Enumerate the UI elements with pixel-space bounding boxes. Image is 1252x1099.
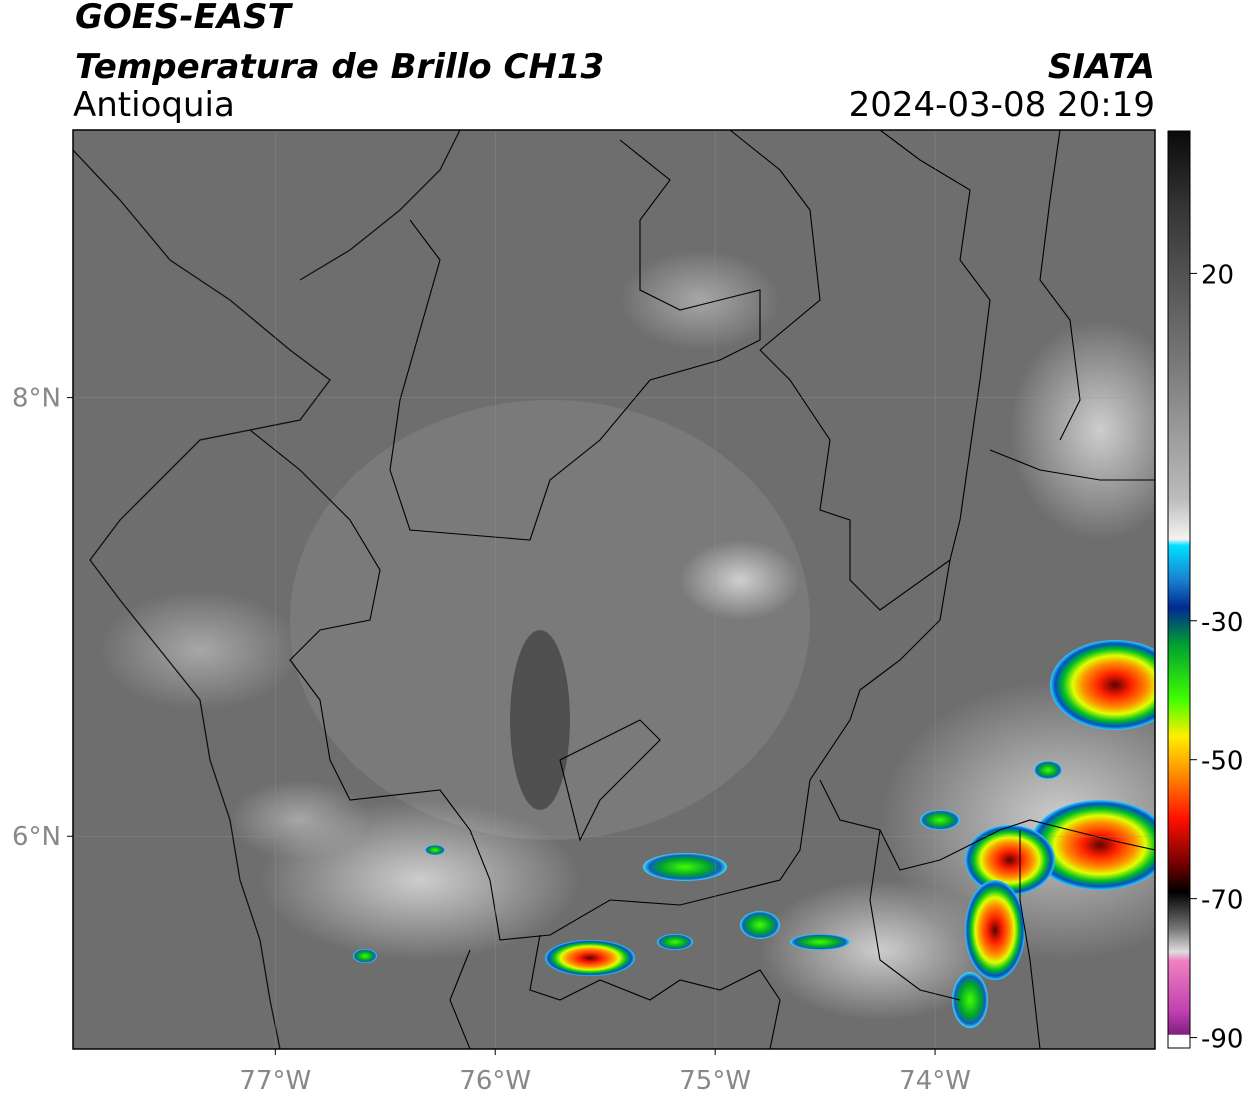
colorbar-tick-label: 20 bbox=[1201, 260, 1234, 290]
x-tick-label: 75°W bbox=[679, 1066, 751, 1096]
graticule bbox=[73, 130, 1155, 1049]
y-tick-label: 8°N bbox=[12, 384, 61, 414]
colorbar-tick-label: -50 bbox=[1201, 747, 1243, 777]
colorbar-tick-label: -70 bbox=[1201, 886, 1243, 916]
map-image bbox=[73, 130, 1155, 1049]
title: GOES-EAST bbox=[75, 0, 294, 37]
colorbar-tick-label: -90 bbox=[1201, 1025, 1243, 1055]
x-tick-label: 77°W bbox=[239, 1066, 311, 1096]
source: SIATA bbox=[1048, 47, 1155, 87]
colorbar-tick-label: -30 bbox=[1201, 608, 1243, 638]
colorbar bbox=[1167, 130, 1191, 1049]
subtitle: Temperatura de Brillo CH13 bbox=[75, 47, 604, 87]
map-frame bbox=[72, 129, 1156, 1050]
x-tick-label: 76°W bbox=[459, 1066, 531, 1096]
x-tick-label: 74°W bbox=[899, 1066, 971, 1096]
y-tick-label: 6°N bbox=[12, 822, 61, 852]
datetime: 2024-03-08 20:19 bbox=[849, 85, 1155, 125]
region: Antioquia bbox=[73, 85, 235, 125]
